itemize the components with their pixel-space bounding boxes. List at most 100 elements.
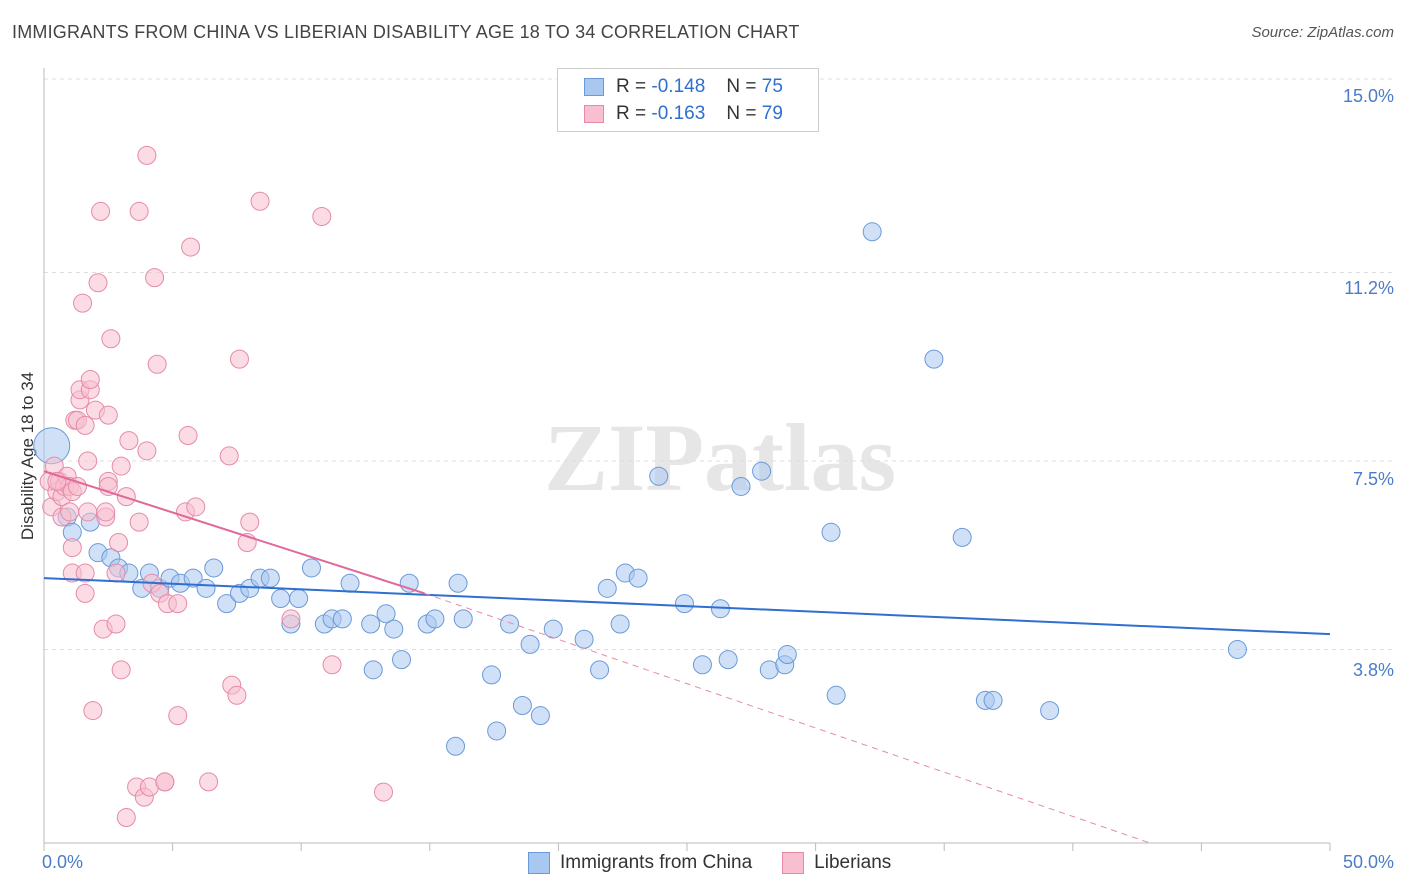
point-china bbox=[301, 558, 321, 578]
point-liberians bbox=[147, 354, 167, 374]
series-legend: Immigrants from China Liberians bbox=[528, 852, 921, 874]
point-china bbox=[1040, 701, 1060, 721]
point-china bbox=[361, 614, 381, 634]
point-liberians bbox=[240, 512, 260, 532]
point-liberians bbox=[91, 201, 111, 221]
y-tick-label: 3.8% bbox=[1352, 660, 1394, 680]
point-liberians bbox=[199, 772, 219, 792]
point-china bbox=[487, 721, 507, 741]
point-china bbox=[983, 690, 1003, 710]
point-china bbox=[752, 461, 772, 481]
point-china bbox=[520, 634, 540, 654]
legend-label-china: Immigrants from China bbox=[560, 852, 753, 873]
point-china bbox=[500, 614, 520, 634]
legend-r-label: R = bbox=[616, 76, 647, 97]
point-liberians bbox=[111, 456, 131, 476]
legend-label-liberians: Liberians bbox=[814, 852, 892, 873]
point-china bbox=[183, 568, 203, 588]
point-china bbox=[924, 349, 944, 369]
point-liberians bbox=[80, 370, 100, 390]
point-china bbox=[289, 589, 309, 609]
point-liberians bbox=[312, 207, 332, 227]
point-liberians bbox=[106, 563, 126, 583]
point-china bbox=[453, 609, 473, 629]
legend-row-liberians: R = -0.163 N = 79 bbox=[584, 102, 783, 126]
point-liberians bbox=[96, 502, 116, 522]
point-liberians bbox=[181, 237, 201, 257]
legend-r-value-liberians: -0.163 bbox=[651, 103, 706, 124]
legend-item-liberians: Liberians bbox=[782, 852, 891, 874]
point-china bbox=[260, 568, 280, 588]
point-china bbox=[543, 619, 563, 639]
point-china bbox=[376, 604, 396, 624]
legend-r-value-china: -0.148 bbox=[651, 76, 706, 97]
point-china bbox=[1227, 639, 1247, 659]
legend-swatch-china bbox=[528, 852, 550, 874]
point-liberians bbox=[137, 441, 157, 461]
legend-swatch-liberians bbox=[782, 852, 805, 874]
point-liberians bbox=[186, 497, 206, 517]
point-china bbox=[821, 522, 841, 542]
point-liberians bbox=[145, 268, 165, 288]
point-liberians bbox=[250, 191, 270, 211]
point-liberians bbox=[111, 660, 131, 680]
point-liberians bbox=[137, 145, 157, 165]
point-china bbox=[196, 578, 216, 598]
point-china bbox=[692, 655, 712, 675]
point-liberians bbox=[219, 446, 239, 466]
point-china bbox=[597, 578, 617, 598]
point-china bbox=[446, 736, 466, 756]
legend-row-china: R = -0.148 N = 75 bbox=[584, 75, 783, 99]
legend-n-label: N = bbox=[726, 103, 757, 124]
point-china bbox=[482, 665, 502, 685]
point-liberians bbox=[106, 614, 126, 634]
point-china bbox=[340, 573, 360, 593]
point-liberians bbox=[78, 502, 98, 522]
y-tick-label: 15.0% bbox=[1342, 86, 1394, 106]
point-liberians bbox=[168, 706, 188, 726]
point-liberians bbox=[155, 772, 175, 792]
point-china bbox=[952, 527, 972, 547]
point-china bbox=[718, 650, 738, 670]
point-liberians bbox=[129, 512, 149, 532]
point-liberians bbox=[75, 415, 95, 435]
correlation-legend: R = -0.148 N = 75 R = -0.163 N = 79 bbox=[557, 68, 819, 132]
x-tick-label: 0.0% bbox=[42, 852, 84, 872]
point-liberians bbox=[73, 293, 93, 313]
point-china bbox=[512, 695, 532, 715]
point-liberians bbox=[101, 329, 121, 349]
point-liberians bbox=[60, 502, 80, 522]
point-china bbox=[777, 645, 797, 665]
trend-line-liberians bbox=[43, 470, 425, 595]
point-china bbox=[610, 614, 630, 634]
point-china bbox=[628, 568, 648, 588]
point-liberians bbox=[109, 532, 129, 552]
legend-n-label: N = bbox=[726, 76, 757, 97]
legend-swatch-liberians bbox=[584, 105, 604, 123]
point-liberians bbox=[129, 201, 149, 221]
legend-n-value-liberians: 79 bbox=[761, 103, 783, 124]
point-china bbox=[649, 466, 669, 486]
point-china bbox=[590, 660, 610, 680]
y-tick-label: 11.2% bbox=[1344, 278, 1394, 298]
point-china bbox=[332, 609, 352, 629]
point-liberians bbox=[88, 273, 108, 293]
point-liberians bbox=[374, 782, 394, 802]
point-liberians bbox=[75, 583, 95, 603]
point-liberians bbox=[67, 476, 87, 496]
legend-r-label: R = bbox=[616, 103, 647, 124]
point-liberians bbox=[168, 594, 188, 614]
point-china bbox=[674, 594, 694, 614]
chart-source: Source: ZipAtlas.com bbox=[1251, 24, 1394, 41]
trend-line-china bbox=[43, 577, 1331, 636]
point-liberians bbox=[119, 431, 139, 451]
point-china bbox=[862, 222, 882, 242]
point-liberians bbox=[322, 655, 342, 675]
point-liberians bbox=[116, 808, 136, 828]
point-china bbox=[384, 619, 404, 639]
legend-item-china: Immigrants from China bbox=[528, 852, 752, 874]
point-liberians bbox=[281, 609, 301, 629]
point-china bbox=[425, 609, 445, 629]
point-china bbox=[574, 629, 594, 649]
point-china bbox=[271, 589, 291, 609]
